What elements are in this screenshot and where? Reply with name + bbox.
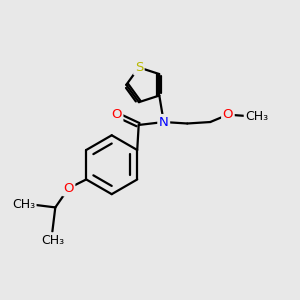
Text: O: O — [63, 182, 74, 195]
Text: CH₃: CH₃ — [12, 198, 35, 211]
Text: S: S — [135, 61, 143, 74]
Text: CH₃: CH₃ — [41, 234, 64, 247]
Text: O: O — [223, 108, 233, 121]
Text: N: N — [159, 116, 169, 128]
Text: O: O — [111, 108, 122, 121]
Text: CH₃: CH₃ — [245, 110, 268, 123]
